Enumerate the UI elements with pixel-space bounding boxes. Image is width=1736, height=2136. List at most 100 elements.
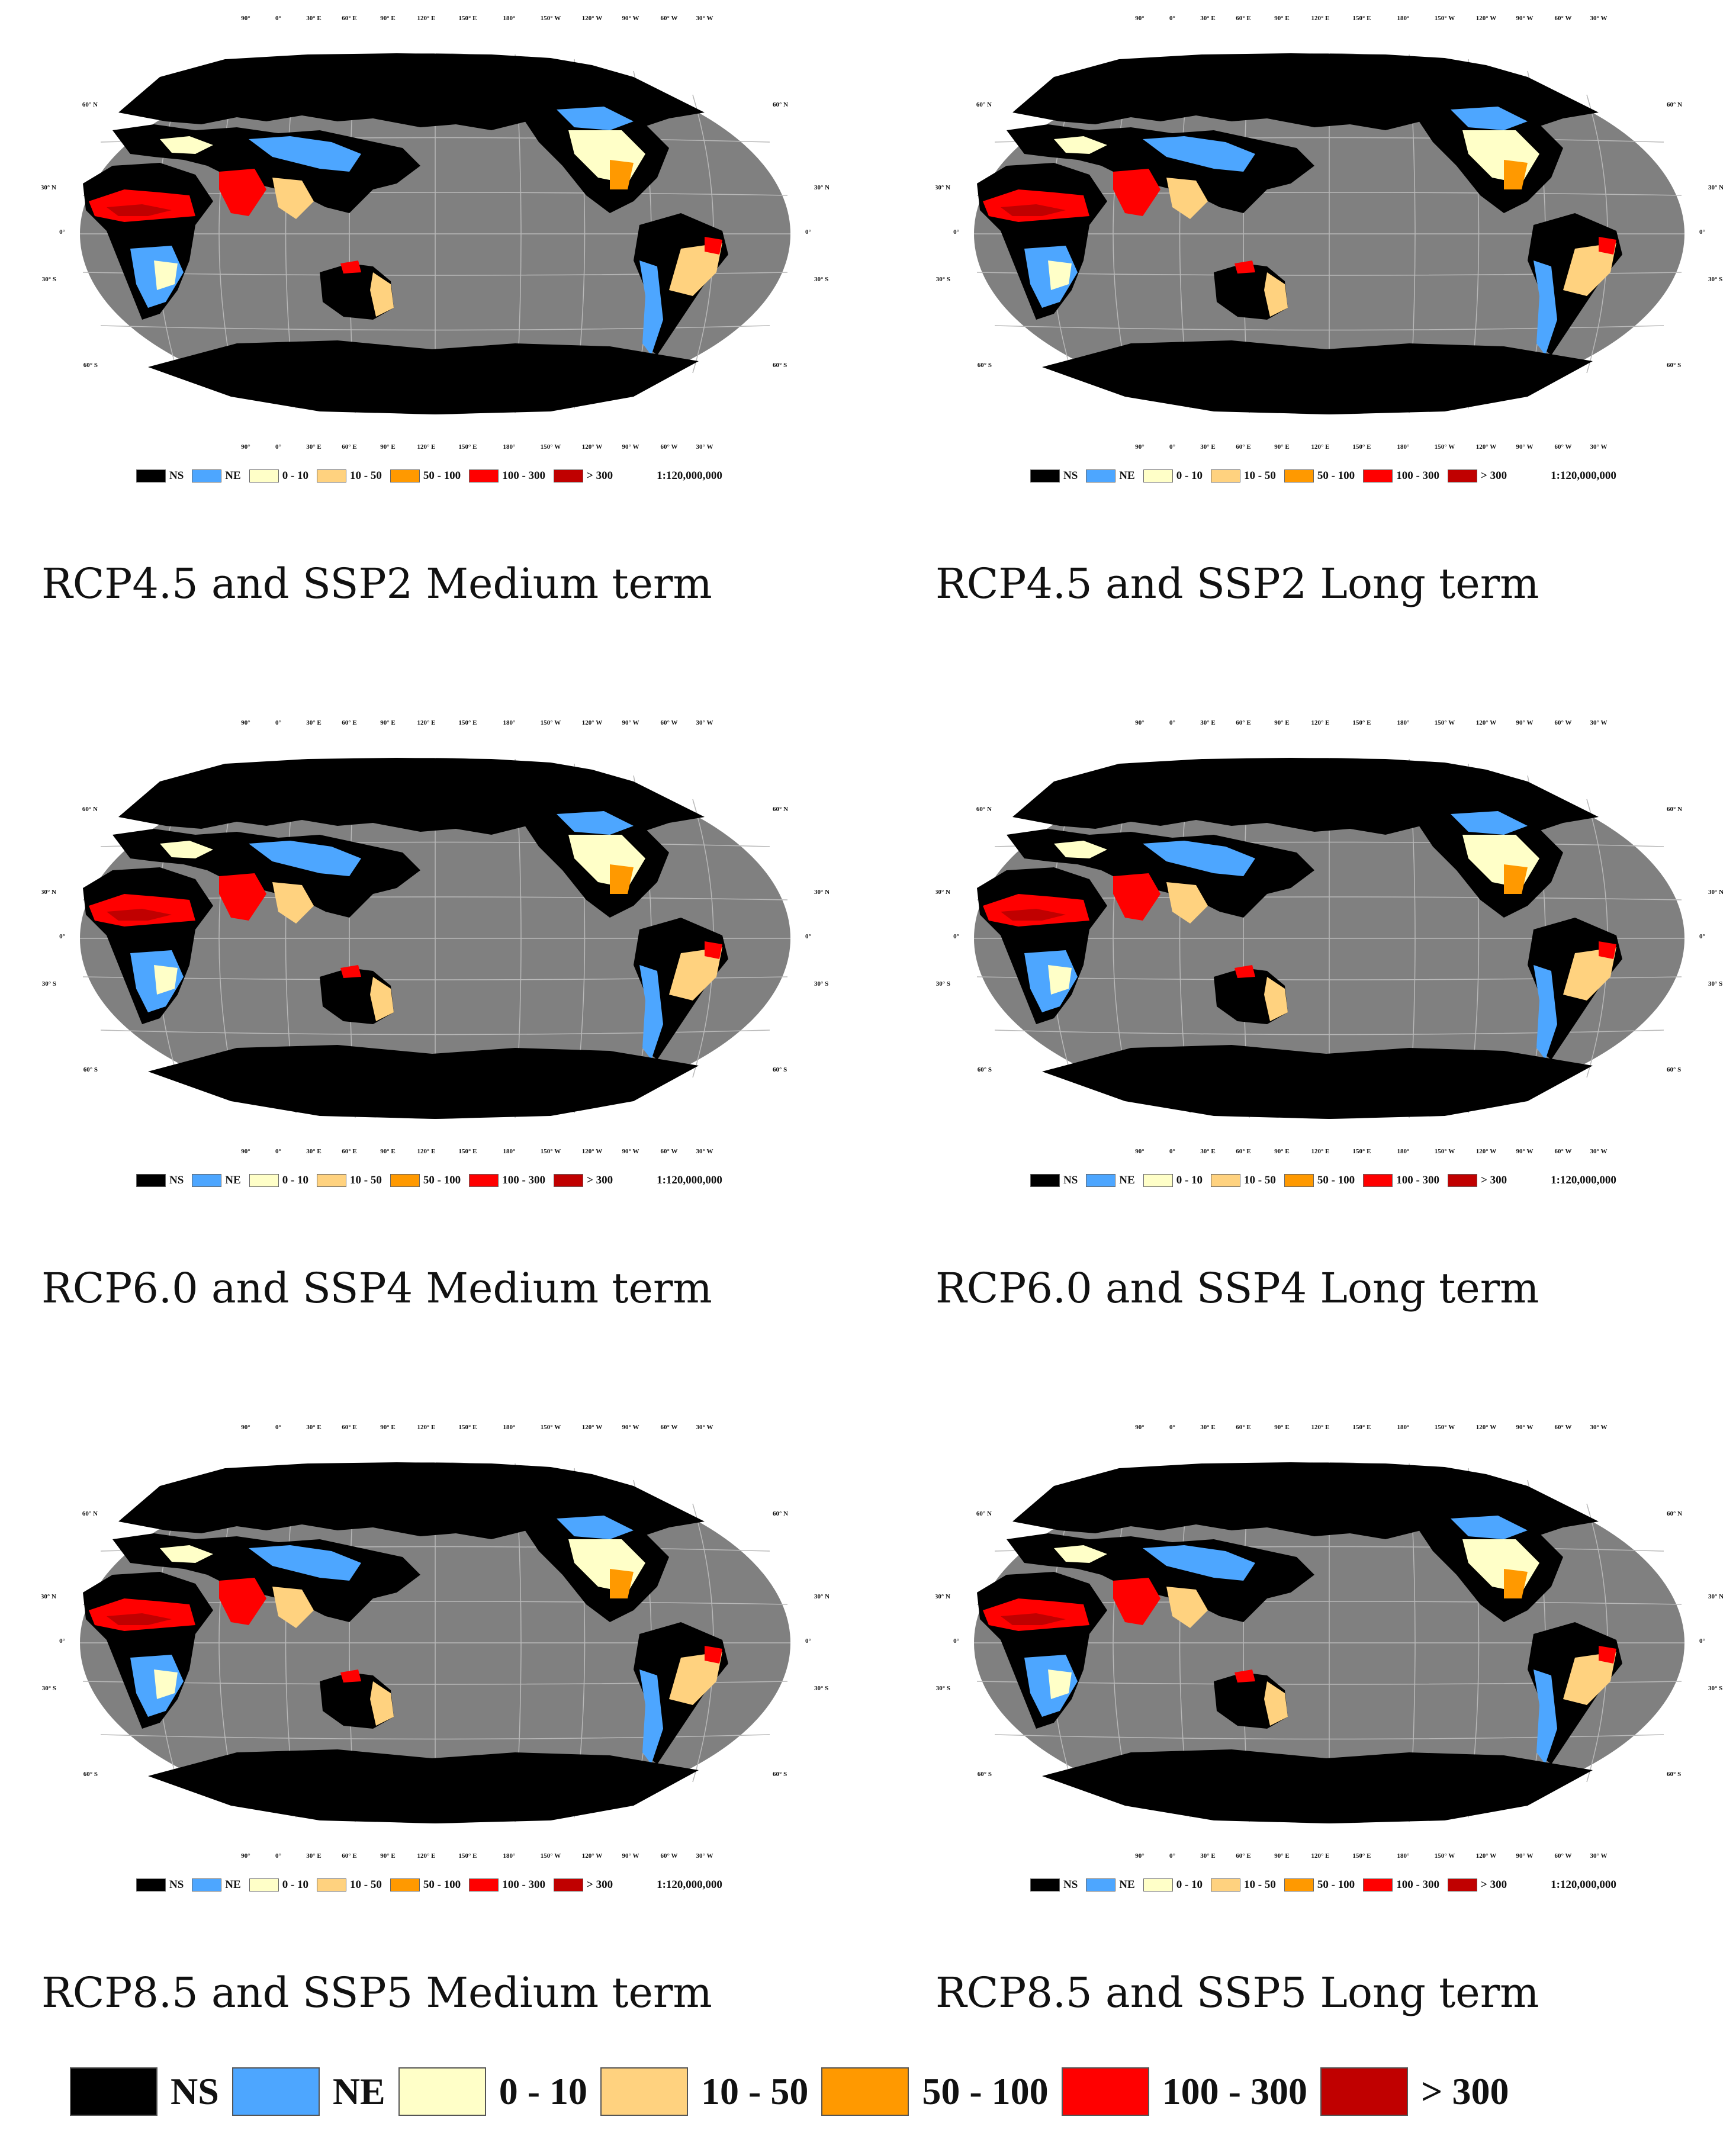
lon-label: 30° W (696, 1148, 713, 1155)
lon-label: 150° E (459, 719, 477, 726)
lon-label: 90° (1135, 1852, 1144, 1860)
lat-label: 30° N (41, 184, 56, 191)
australia-east (370, 272, 394, 317)
lon-label: 180° (503, 719, 516, 726)
lon-label: 60° E (1236, 719, 1251, 726)
lon-label: 90° E (380, 15, 396, 22)
lon-label: 60° W (1555, 719, 1572, 726)
lon-label: 60° E (342, 443, 357, 451)
lon-label: 120° E (1311, 15, 1330, 22)
lon-label: 60° E (1236, 1852, 1251, 1860)
legend-swatch (192, 469, 222, 482)
antarctica-land (1042, 1749, 1593, 1823)
lon-label: 30° E (306, 15, 322, 22)
lat-label: 30° N (814, 1593, 829, 1600)
lon-label: 120° W (582, 1852, 602, 1860)
southern-africa-yellow (154, 965, 178, 995)
panel-caption: RCP6.0 and SSP4 Long term (935, 1264, 1539, 1313)
africa-dark-red (107, 909, 172, 921)
legend-swatch (390, 1174, 420, 1187)
antarctica-land (148, 1749, 699, 1823)
lon-labels-bottom: 90° 0° 30° E 60° E 90° E 120° E 150° E 180° 150°… (241, 1148, 713, 1155)
map-scale: 1:120,000,000 (657, 469, 722, 482)
lon-label: 90° E (1274, 1852, 1290, 1860)
lat-labels-left: 60° N 30° N 0° 30° S 60° S (41, 806, 98, 1073)
lon-labels-top: 90° 0° 30° E 60° E 90° E 120° E 150° E 180° 150°… (1135, 15, 1607, 22)
world-map: 90° 0° 30° E 60° E 90° E 120° E 150° E 180° 150°… (935, 1424, 1723, 1860)
legend-swatch (1030, 1878, 1060, 1891)
lon-label: 30° W (696, 443, 713, 451)
lon-labels-bottom: 90° 0° 30° E 60° E 90° E 120° E 150° E 180° 150°… (241, 1852, 713, 1860)
lat-label: 30° N (1708, 1593, 1723, 1600)
panel-2: 90° 0° 30° E 60° E 90° E 120° E 150° E 180° 150°… (894, 0, 1723, 608)
legend-swatch (1061, 2067, 1149, 2116)
legend-swatch (1448, 469, 1478, 482)
panel-3: 90° 0° 30° E 60° E 90° E 120° E 150° E 180° 150°… (0, 705, 829, 1313)
world-map: 90° 0° 30° E 60° E 90° E 120° E 150° E 180° 150°… (41, 1424, 829, 1860)
antarctica-land (148, 1045, 699, 1119)
legend-label: 50 - 100 (423, 1174, 461, 1186)
south-america-red (1599, 941, 1616, 959)
legend-swatch (1284, 1174, 1314, 1187)
lat-label: 0° (59, 933, 65, 940)
south-america-orange (1563, 1652, 1616, 1705)
lon-label: 120° E (417, 1852, 436, 1860)
legend-swatch (232, 2067, 320, 2116)
legend-swatch (1448, 1878, 1478, 1891)
lon-label: 150° E (1353, 1424, 1371, 1431)
north-america-orange (610, 864, 634, 894)
lon-label: 90° W (1516, 443, 1534, 451)
legend-label: 100 - 300 (502, 469, 546, 482)
south-asia (1113, 1578, 1160, 1625)
panel-caption: RCP4.5 and SSP2 Long term (935, 559, 1539, 608)
panel-legend: NS NE 0 - 10 10 - 50 50 - 100 100 - 300 > 300 1… (1030, 1877, 1616, 1893)
lon-label: 60° W (1555, 1148, 1572, 1155)
legend-swatch (1211, 1878, 1241, 1891)
australia-north (1235, 260, 1255, 274)
lon-label: 60° E (1236, 1424, 1251, 1431)
lon-label: 30° W (696, 719, 713, 726)
south-america-blue (639, 965, 663, 1060)
lon-label: 0° (275, 719, 281, 726)
lon-label: 90° E (380, 1852, 396, 1860)
southeast-asia (272, 1587, 314, 1628)
legend-swatch (554, 1878, 584, 1891)
lon-label: 150° W (541, 1852, 561, 1860)
lon-label: 120° W (582, 719, 602, 726)
lon-label: 90° W (622, 1424, 639, 1431)
legend-label: 50 - 100 (1317, 1174, 1355, 1186)
lat-label: 60° S (1667, 1066, 1681, 1073)
legend-label: 50 - 100 (922, 2070, 1049, 2112)
panel-legend: NS NE 0 - 10 10 - 50 50 - 100 100 - 300 > 300 1… (136, 468, 722, 484)
legend-swatch (136, 1878, 166, 1891)
south-america-orange (669, 947, 722, 1001)
lat-label: 30° S (42, 1685, 56, 1692)
lon-label: 30° E (1200, 15, 1216, 22)
legend-label: 10 - 50 (1244, 1878, 1276, 1891)
australia-east (1264, 977, 1288, 1021)
legend-label: 50 - 100 (1317, 1878, 1355, 1891)
legend-label: NE (225, 469, 241, 482)
australia-east (370, 977, 394, 1021)
north-america-blue (557, 811, 634, 835)
lat-label: 30° S (814, 276, 828, 283)
lat-label: 60° S (83, 362, 98, 369)
australia-north (340, 260, 361, 274)
lon-label: 150° W (541, 1148, 561, 1155)
lon-label: 180° (503, 1424, 516, 1431)
world-map: 90° 0° 30° E 60° E 90° E 120° E 150° E 180° 150°… (41, 719, 829, 1155)
legend-label: NS (169, 1174, 184, 1186)
legend-label: NE (1119, 1878, 1135, 1891)
map-scale: 1:120,000,000 (657, 1174, 722, 1186)
lon-label: 90° W (1516, 1424, 1534, 1431)
lon-label: 0° (275, 1852, 281, 1860)
legend-swatch (398, 2067, 486, 2116)
lat-label: 30° N (1708, 889, 1723, 896)
lon-label: 60° W (661, 15, 678, 22)
lon-label: 30° E (1200, 1424, 1216, 1431)
lat-label: 30° S (936, 980, 950, 987)
lat-label: 60° N (773, 101, 788, 108)
legend-label: NS (169, 469, 184, 482)
south-america-blue (639, 260, 663, 355)
lat-label: 60° S (1667, 1771, 1681, 1778)
